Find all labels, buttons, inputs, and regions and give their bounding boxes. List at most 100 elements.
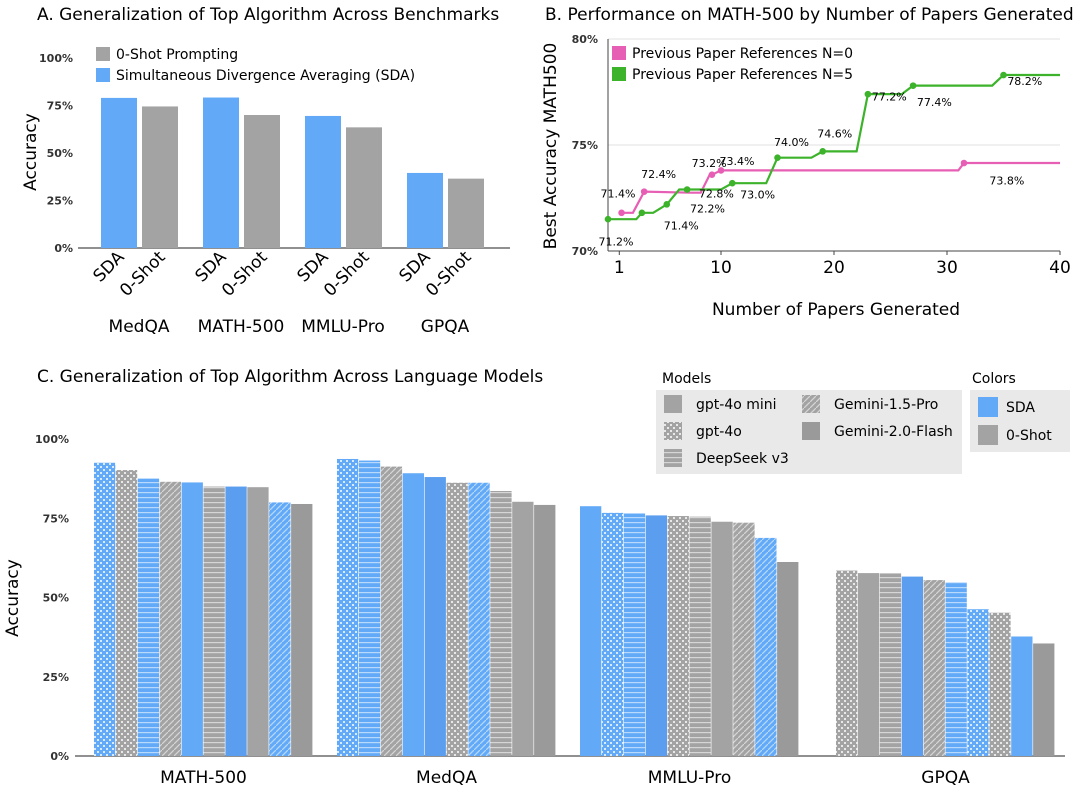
- chart-b-point: [909, 82, 917, 89]
- chart-c-bar: [711, 521, 733, 756]
- chart-c-bar: [115, 470, 138, 756]
- chart-c-bar: [923, 580, 945, 756]
- chart-c-bar: [203, 486, 225, 756]
- chart-b-point: [683, 186, 691, 193]
- chart-c-bar: [534, 504, 556, 756]
- chart-c-bar: [424, 477, 446, 756]
- chart-c-category-label: MATH-500: [160, 768, 247, 788]
- chart-c-bar: [137, 478, 160, 756]
- chart-b-title: B. Performance on MATH-500 by Number of …: [545, 5, 1074, 25]
- chart-c-bar: [269, 502, 291, 756]
- chart-a-category-label: MedQA: [109, 317, 170, 337]
- chart-b-point: [960, 159, 968, 167]
- chart-c-bar: [836, 570, 858, 756]
- chart-a: 0%25%50%75%100%SDA0-ShotMedQASDA0-ShotMA…: [39, 47, 510, 337]
- chart-b-point: [638, 209, 646, 217]
- chart-a-category-label: MATH-500: [198, 317, 285, 337]
- chart-c-legend-model-swatch: [664, 395, 682, 413]
- chart-b-annotation: 77.4%: [917, 96, 952, 109]
- chart-b-point: [864, 90, 872, 98]
- chart-b-annotation: 73.0%: [740, 188, 775, 201]
- chart-a-bar: [203, 97, 239, 249]
- chart-c-bar: [667, 516, 689, 756]
- chart-c-bar: [901, 576, 923, 756]
- chart-c-legend-color-swatch: [978, 425, 998, 445]
- chart-c-bar: [225, 486, 247, 756]
- chart-c-bar: [1033, 643, 1055, 756]
- chart-a-bar-label: 0-Shot: [422, 247, 476, 301]
- chart-b-x-tick: 40: [1049, 258, 1071, 278]
- chart-b-annotation: 74.0%: [774, 136, 809, 149]
- chart-c-bar: [879, 573, 902, 756]
- chart-c-legend-model-label: DeepSeek v3: [696, 451, 789, 467]
- chart-c-category-label: GPQA: [921, 768, 970, 788]
- chart-c-y-tick: 0%: [50, 750, 69, 763]
- chart-b-x-tick: 20: [823, 258, 845, 278]
- chart-b-annotation: 71.4%: [601, 187, 636, 200]
- chart-a-y-tick: 25%: [47, 195, 73, 208]
- chart-c-legend-color-label: 0-Shot: [1006, 428, 1052, 444]
- chart-c-bar: [468, 482, 490, 756]
- chart-c-legend-model-swatch: [664, 449, 682, 467]
- chart-b-point: [729, 179, 736, 187]
- chart-c-bar: [512, 501, 534, 756]
- chart-b-annotation: 73.8%: [989, 174, 1024, 187]
- chart-c-legend-model-label: gpt-4o: [696, 424, 742, 440]
- chart-a-bar-label: 0-Shot: [116, 247, 170, 301]
- chart-a-bar-label: 0-Shot: [218, 247, 272, 301]
- chart-b-annotation: 73.2%: [692, 157, 727, 170]
- chart-b-series-line: [608, 73, 1060, 221]
- chart-a-bar: [305, 115, 341, 248]
- chart-b-point: [774, 154, 781, 162]
- chart-c-bar: [159, 481, 181, 756]
- chart-b-annotation: 74.6%: [817, 127, 852, 140]
- chart-a-y-tick: 0%: [54, 242, 73, 255]
- chart-b-point: [618, 209, 625, 217]
- chart-a-legend-swatch: [96, 68, 110, 82]
- chart-a-bar: [448, 178, 484, 248]
- chart-c-bar: [446, 482, 468, 756]
- chart-a-bar: [346, 127, 382, 248]
- chart-c-bar: [733, 522, 755, 756]
- chart-b-x-tick: 1: [614, 258, 625, 278]
- chart-b-annotation: 71.4%: [664, 219, 699, 232]
- chart-c-legend-colors-title: Colors: [972, 371, 1016, 387]
- chart-a-category-label: MMLU-Pro: [301, 317, 385, 337]
- chart-c-bar: [777, 561, 799, 756]
- chart-b-annotation: 73.4%: [720, 155, 755, 168]
- chart-b-point: [717, 167, 725, 174]
- chart-c-y-tick: 75%: [43, 512, 69, 525]
- chart-c-legend-model-swatch: [802, 395, 820, 413]
- chart-b-x-tick: 10: [710, 258, 732, 278]
- chart-b-annotation: 72.2%: [690, 202, 725, 215]
- chart-c-bar: [380, 466, 403, 756]
- chart-a-legend-label: Simultaneous Divergence Averaging (SDA): [116, 68, 415, 84]
- chart-c-legend-models-title: Models: [662, 371, 711, 387]
- chart-c-legend-model-label: Gemini-1.5-Pro: [834, 397, 938, 413]
- chart-c-bar: [358, 460, 381, 756]
- chart-c-category-label: MMLU-Pro: [648, 768, 732, 788]
- chart-c-bar: [247, 487, 269, 756]
- chart-b-point: [640, 188, 648, 195]
- chart-a-bar-label: 0-Shot: [320, 247, 374, 301]
- chart-a-ylabel: Accuracy: [21, 113, 41, 191]
- chart-c-bar: [945, 582, 967, 756]
- chart-b-legend-label: Previous Paper References N=5: [632, 67, 853, 83]
- chart-c: 0% 25% 50% 75% 100% MATH-500 MedQA MMLU-Pro GPQA…: [35, 371, 1070, 788]
- chart-b-annotation: 72.8%: [699, 188, 734, 201]
- chart-b-legend-label: Previous Paper References N=0: [632, 46, 853, 62]
- chart-b-xlabel: Number of Papers Generated: [712, 300, 960, 320]
- chart-c-title: C. Generalization of Top Algorithm Acros…: [37, 367, 543, 387]
- chart-b-point: [604, 215, 612, 223]
- chart-c-legend-color-label: SDA: [1006, 400, 1035, 416]
- chart-b-point: [1000, 71, 1007, 79]
- chart-a-bar: [407, 172, 443, 248]
- chart-b-annotation: 72.4%: [641, 168, 676, 181]
- chart-c-bar: [490, 490, 512, 756]
- chart-c-bar: [989, 612, 1011, 756]
- chart-b-annotation: 77.2%: [872, 90, 907, 103]
- chart-c-bar: [402, 473, 424, 756]
- chart-c-bar: [181, 482, 203, 756]
- chart-b: 70% 75% 80% 1 10 20 30 40 72.4% 73.2%73.4% 73.8% 71…: [572, 33, 1071, 278]
